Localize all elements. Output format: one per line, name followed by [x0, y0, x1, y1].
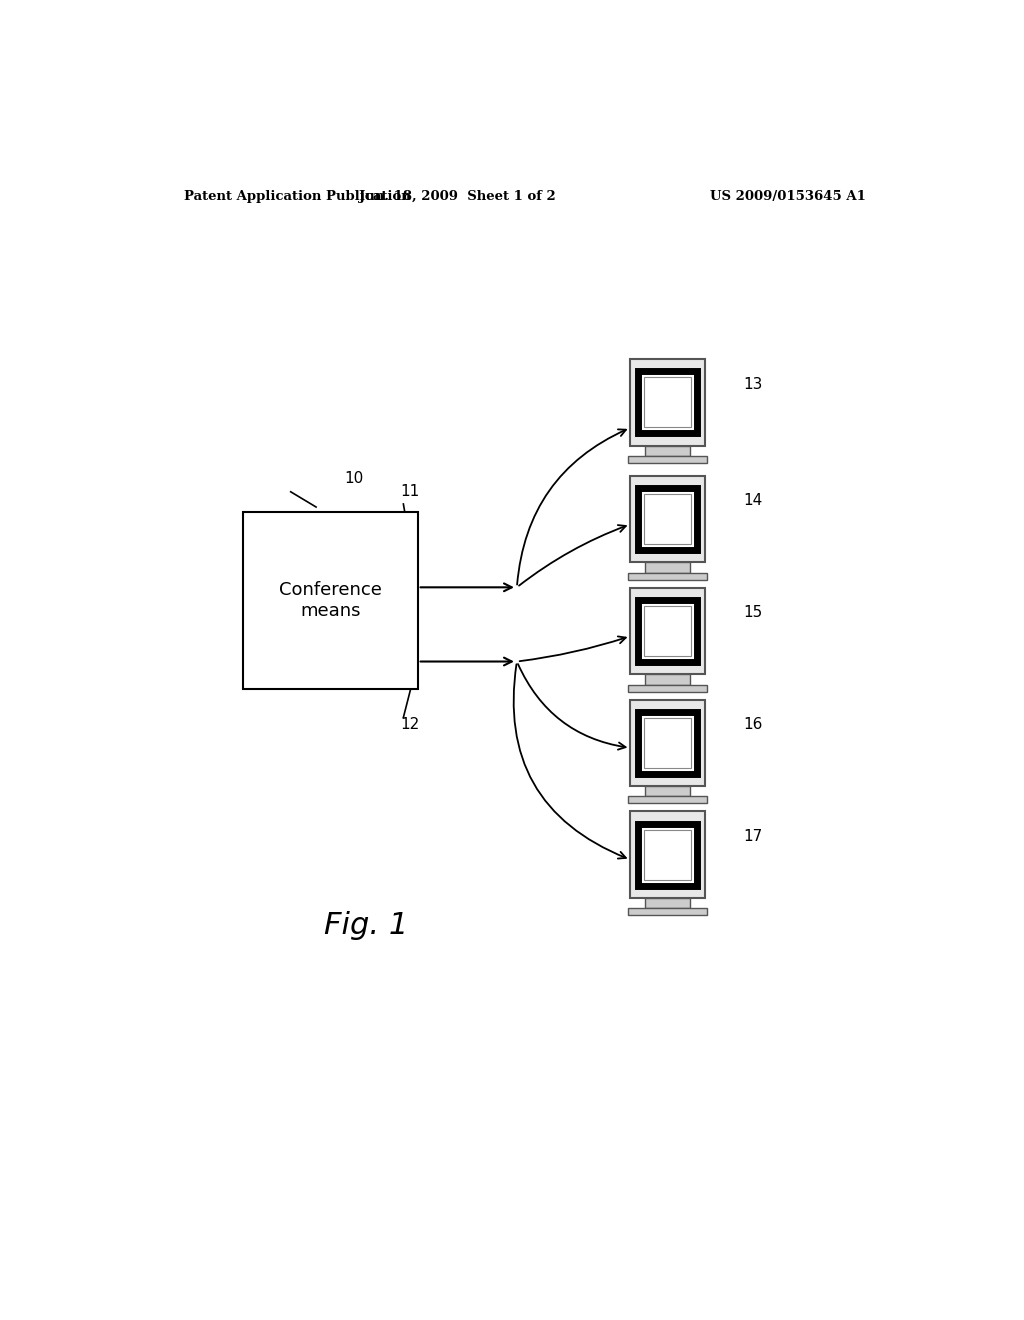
Text: US 2009/0153645 A1: US 2009/0153645 A1 — [711, 190, 866, 202]
Bar — [645, 562, 690, 573]
Text: Patent Application Publication: Patent Application Publication — [183, 190, 411, 202]
Bar — [638, 488, 697, 550]
Bar — [645, 785, 690, 796]
Text: 11: 11 — [400, 484, 420, 499]
Bar — [638, 824, 697, 886]
Bar — [638, 371, 697, 433]
Bar — [243, 512, 418, 689]
Bar — [644, 830, 691, 879]
Bar — [644, 718, 691, 768]
Bar — [630, 700, 706, 785]
Bar — [630, 477, 706, 562]
Text: 16: 16 — [743, 717, 763, 733]
Bar — [628, 455, 708, 463]
Text: Fig. 1: Fig. 1 — [324, 911, 409, 940]
Text: 17: 17 — [743, 829, 762, 843]
Text: Conference
means: Conference means — [279, 581, 382, 620]
Text: 14: 14 — [743, 494, 762, 508]
Bar — [628, 573, 708, 579]
Bar — [628, 908, 708, 915]
Bar — [630, 812, 706, 898]
Bar — [645, 898, 690, 908]
Text: 13: 13 — [743, 376, 763, 392]
Bar — [644, 606, 691, 656]
Bar — [644, 378, 691, 428]
Bar — [638, 601, 697, 663]
Text: 15: 15 — [743, 606, 762, 620]
Bar — [630, 359, 706, 446]
Bar — [630, 587, 706, 675]
Text: Jun. 18, 2009  Sheet 1 of 2: Jun. 18, 2009 Sheet 1 of 2 — [359, 190, 556, 202]
Bar — [628, 796, 708, 804]
Text: 10: 10 — [344, 471, 364, 486]
Bar — [644, 494, 691, 544]
Bar — [638, 711, 697, 774]
Bar — [645, 675, 690, 685]
Text: 12: 12 — [400, 717, 420, 733]
Bar — [645, 446, 690, 455]
Bar — [628, 685, 708, 692]
